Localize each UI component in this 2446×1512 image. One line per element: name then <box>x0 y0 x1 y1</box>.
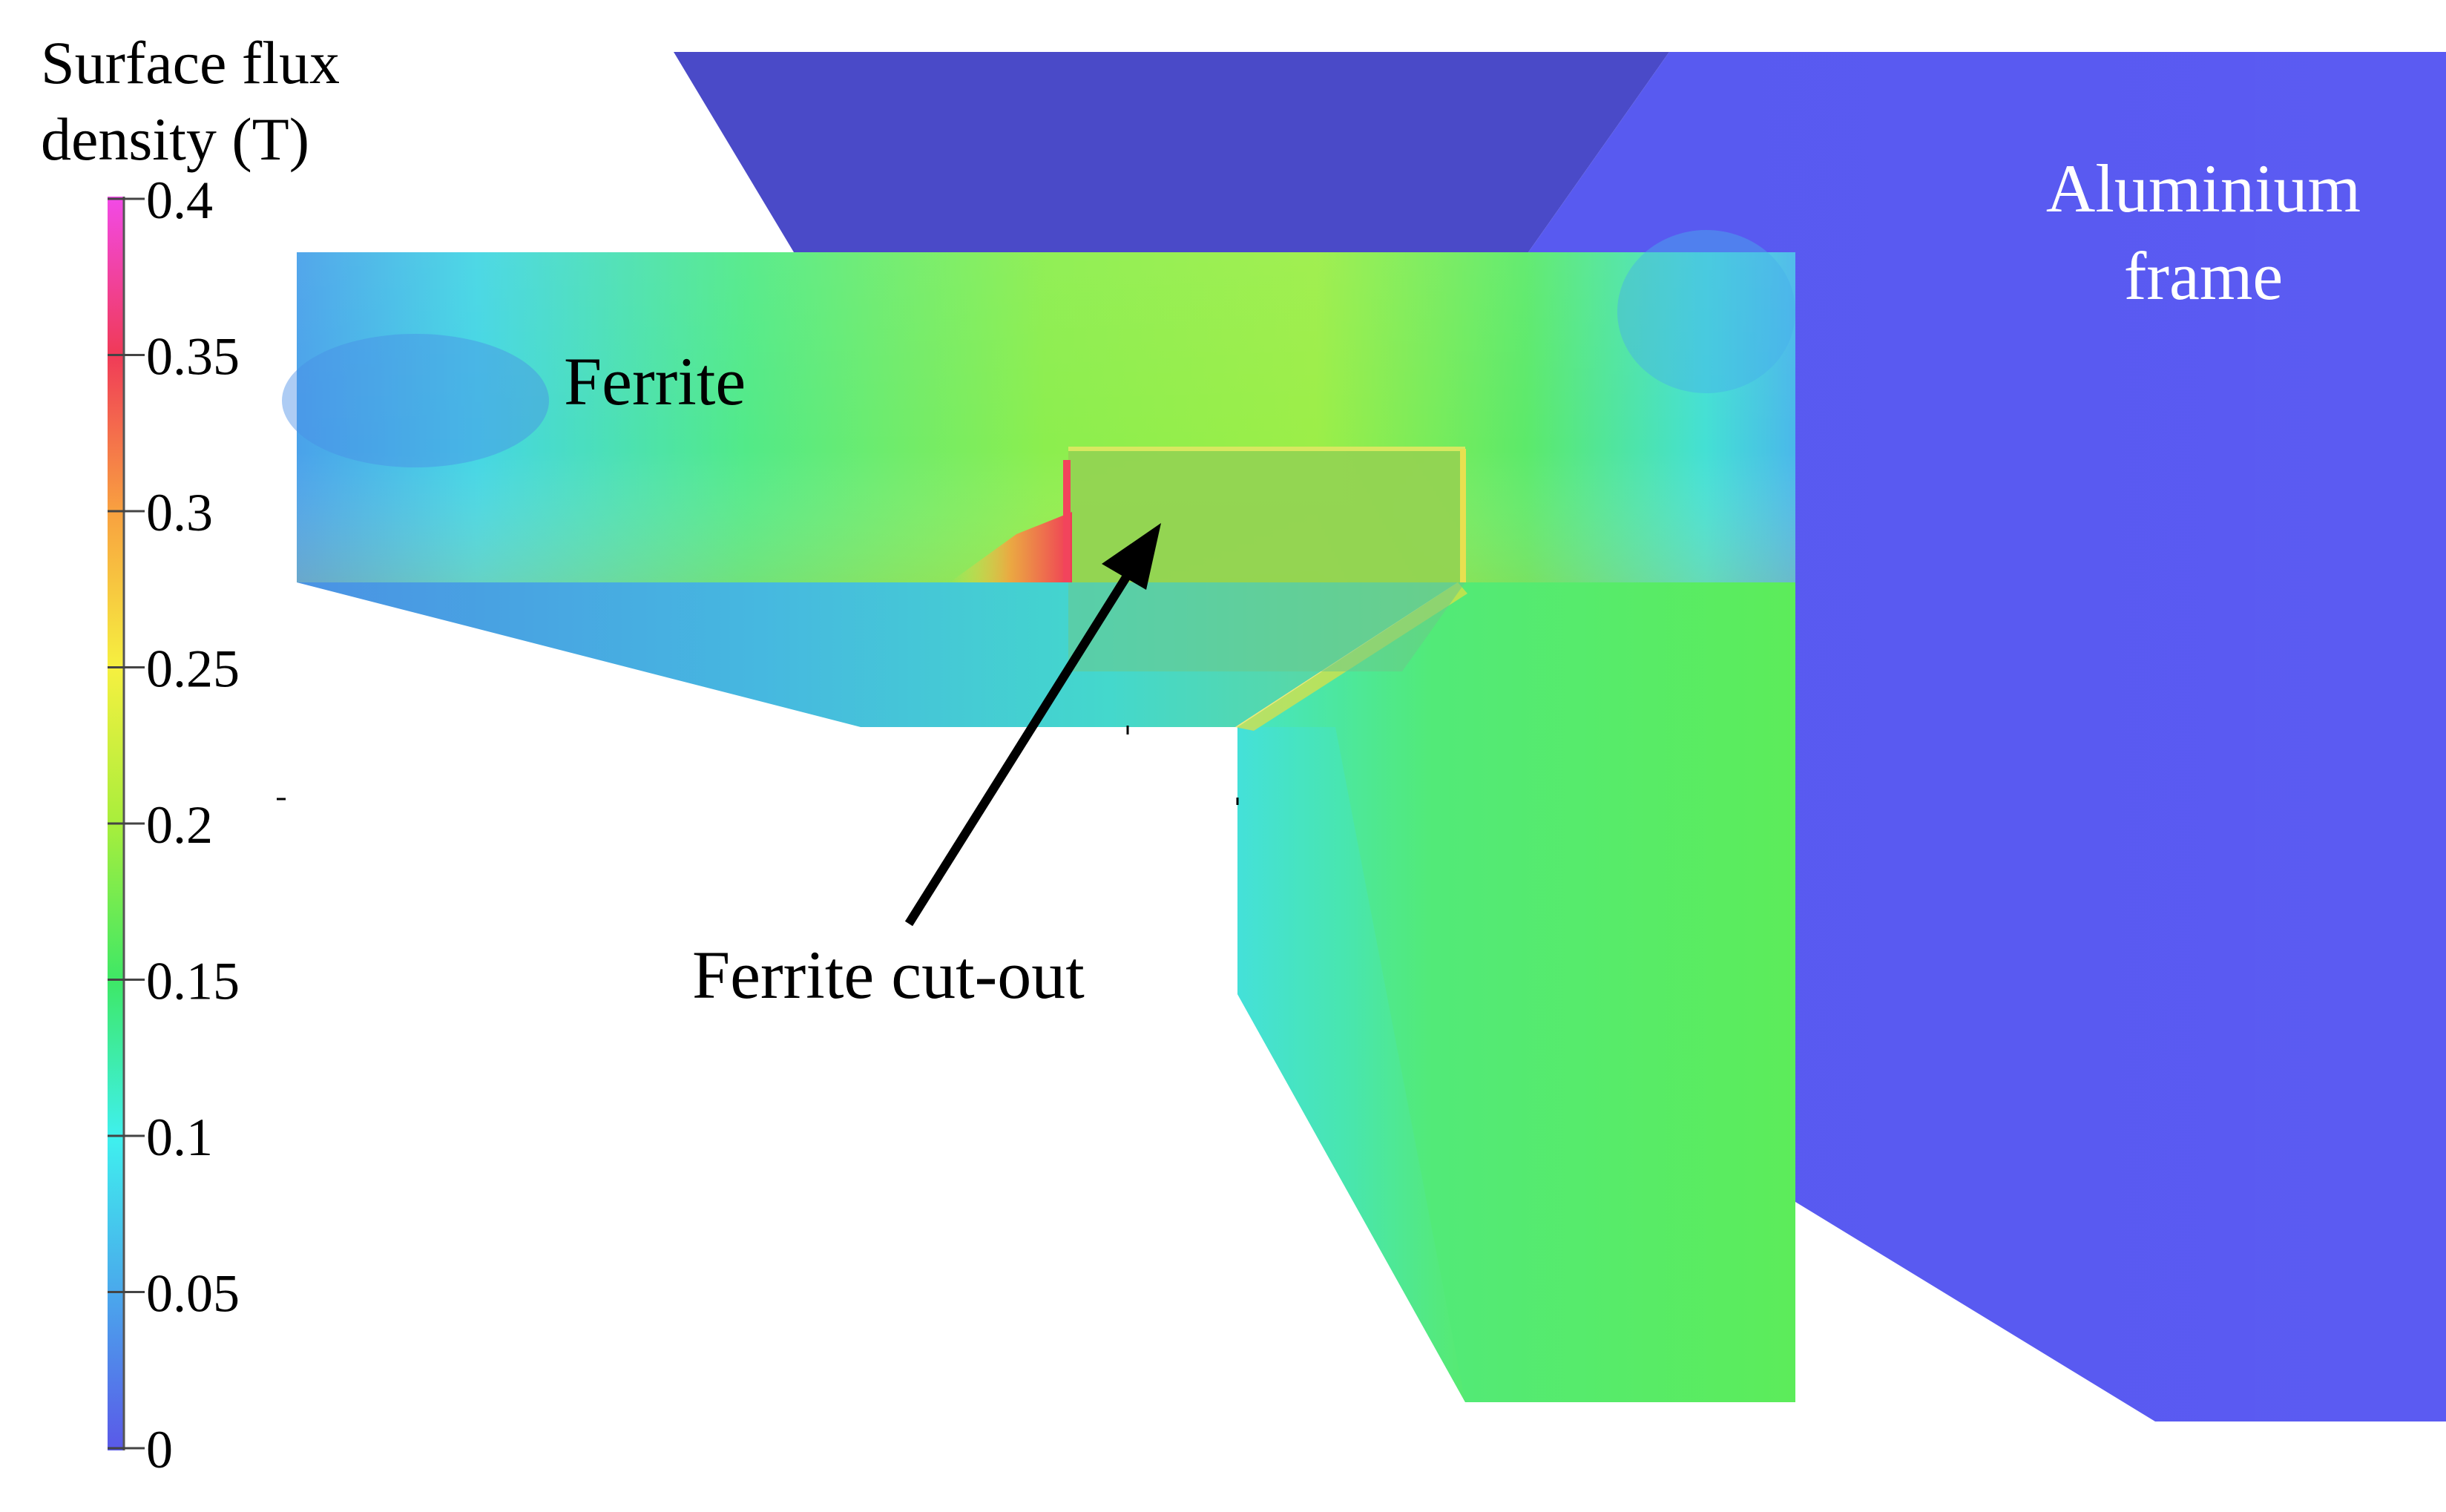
colorbar-tick-label: 0.1 <box>146 1108 213 1167</box>
ferrite-hotspot <box>950 512 1072 582</box>
aluminium-frame <box>674 52 2446 1421</box>
colorbar-tick-label: 0.25 <box>146 640 240 699</box>
colorbar-ticks: 0.4 0.35 0.3 0.25 0.2 0.15 0.1 0.05 0 <box>108 171 240 1479</box>
colorbar-title-line2: density (T) <box>41 105 309 173</box>
frame-edge-band <box>2255 52 2446 1421</box>
ferrite-cutout-floor <box>1068 582 1465 671</box>
ferrite-core <box>282 230 1795 1402</box>
colorbar-tick-label: 0 <box>146 1420 173 1479</box>
frame-label-line1: Aluminium <box>2046 151 2361 226</box>
colorbar-title-line1: Surface flux <box>41 29 340 96</box>
ferrite-label: Ferrite <box>564 344 746 419</box>
frame-light-face <box>1528 52 2446 1421</box>
colorbar-tick-label: 0.3 <box>146 483 213 542</box>
colorbar: Surface flux density (T) 0.40.350.30.250… <box>41 29 340 1479</box>
ferrite-low-flux-region <box>282 334 549 467</box>
ferrite-right-low-region <box>1617 230 1795 393</box>
colorbar-tick-label: 0.4 <box>146 171 213 230</box>
arrow-shaft <box>904 562 1138 927</box>
frame-label-line2: frame <box>2124 238 2284 314</box>
ferrite-cutout-recess <box>1068 449 1465 582</box>
colorbar-tick-label: 0.05 <box>146 1264 240 1324</box>
colorbar-tick-label: 0.2 <box>146 795 213 855</box>
ferrite-leg-slope <box>1237 727 1465 1402</box>
colorbar-tick-label: 0.35 <box>146 327 240 387</box>
cutout-arrow <box>904 523 1161 927</box>
colorbar-tick-label: 0.15 <box>146 952 240 1011</box>
frame-dark-face <box>674 52 1669 252</box>
arrow-head <box>1102 523 1161 590</box>
cutout-label: Ferrite cut-out <box>692 937 1085 1013</box>
